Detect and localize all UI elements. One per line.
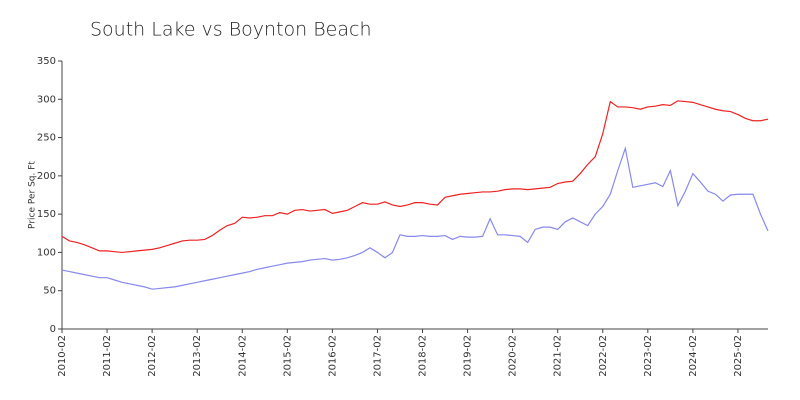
y-tick-label: 150 (37, 209, 56, 220)
y-tick-label: 50 (43, 286, 56, 297)
series-line (61, 100, 769, 254)
x-tick-label: 2014-02 (237, 335, 248, 377)
y-tick-label: 100 (37, 247, 56, 258)
y-tick-label: 250 (37, 133, 56, 144)
x-tick-label: 2024-02 (688, 335, 699, 377)
y-tick-label: 0 (50, 324, 56, 335)
x-tick-label: 2023-02 (643, 335, 654, 377)
x-tick-label: 2017-02 (372, 335, 383, 377)
x-tick-label: 2025-02 (733, 335, 744, 377)
y-tick-label: 300 (37, 94, 56, 105)
x-tick-label: 2016-02 (327, 335, 338, 377)
x-tick-label: 2015-02 (282, 335, 293, 377)
chart-title: South Lake vs Boynton Beach (90, 19, 372, 41)
x-tick-label: 2021-02 (553, 335, 564, 377)
x-tick-label: 2019-02 (463, 335, 474, 377)
y-tick-label: 350 (37, 56, 56, 67)
x-tick-label: 2010-02 (57, 335, 68, 377)
x-tick-label: 2011-02 (102, 335, 113, 377)
x-tick-label: 2020-02 (508, 335, 519, 377)
y-tick-label: 200 (37, 171, 56, 182)
y-axis-label: Price Per Sq. Ft (28, 161, 38, 229)
x-tick-label: 2022-02 (598, 335, 609, 377)
x-tick-label: 2013-02 (192, 335, 203, 377)
series-line (61, 145, 769, 290)
x-tick-label: 2018-02 (418, 335, 429, 377)
x-tick-label: 2012-02 (147, 335, 158, 377)
